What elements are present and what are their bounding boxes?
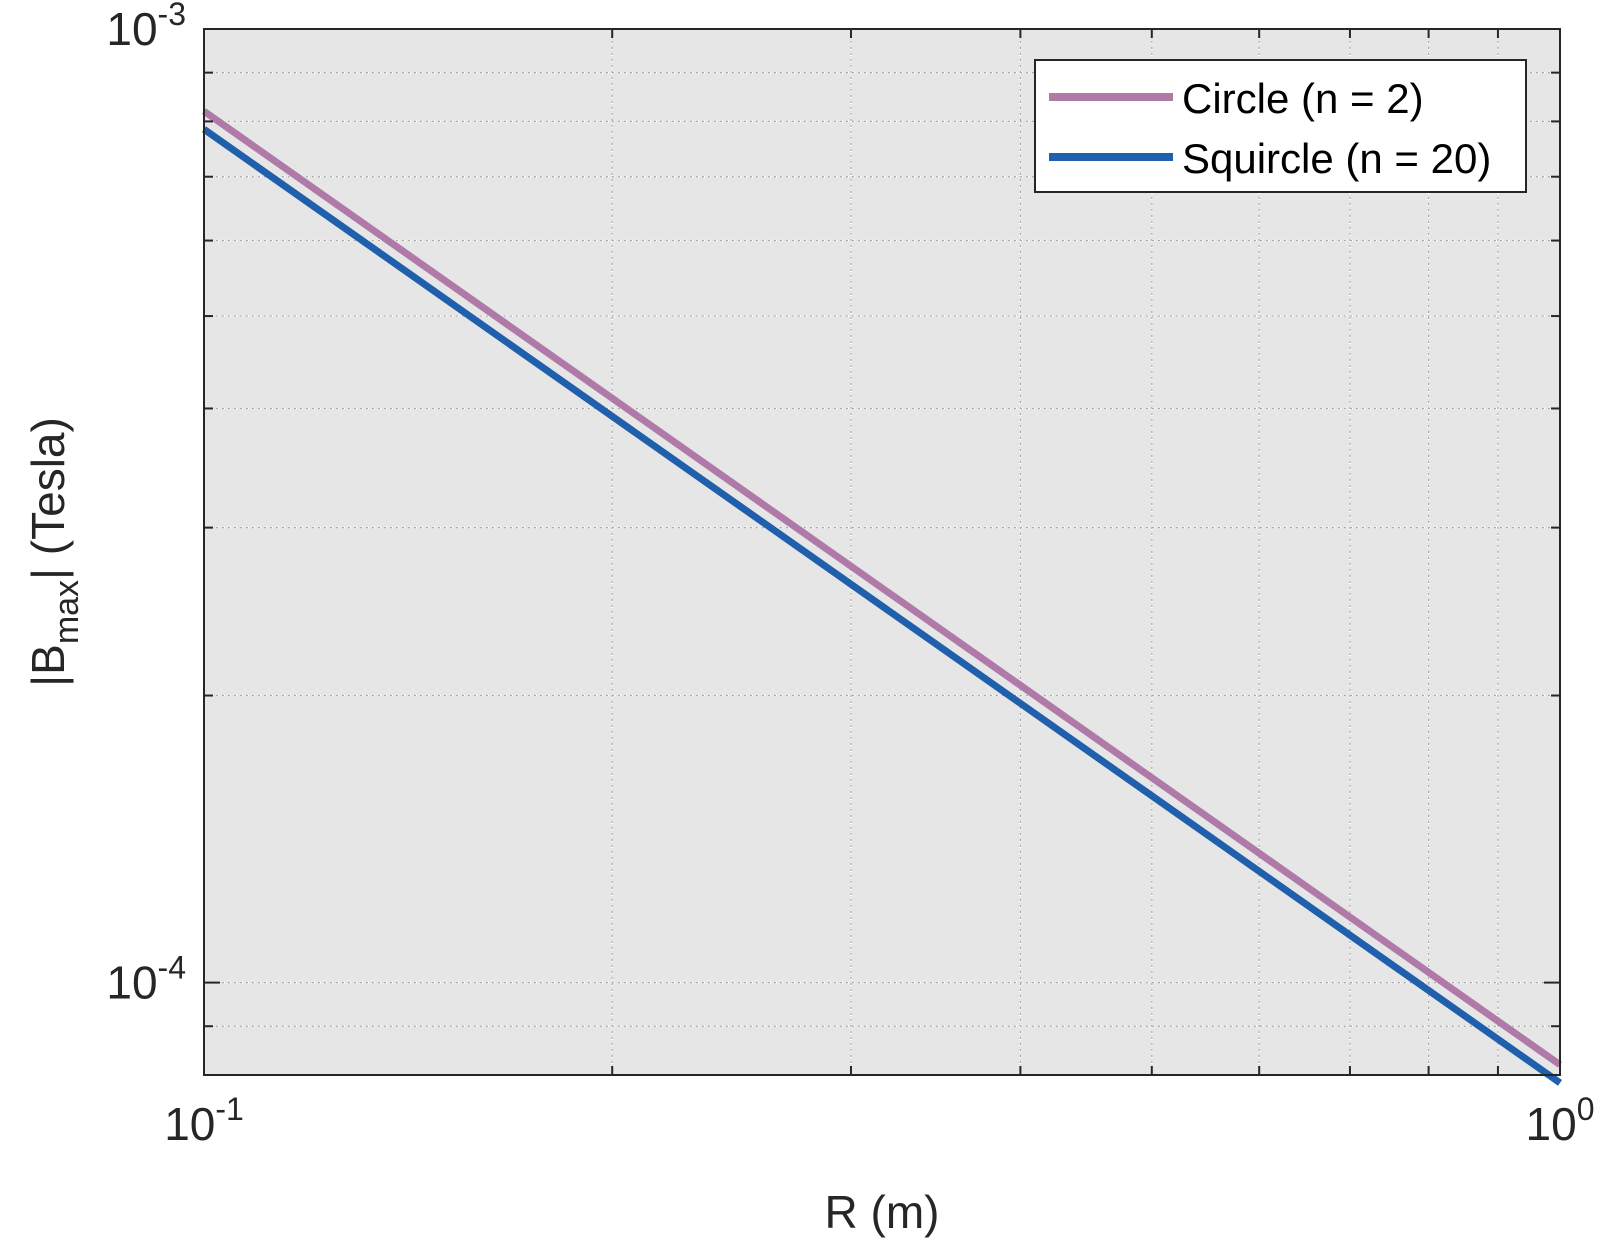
y-tick-label: 10-4	[106, 950, 186, 1009]
series-lines	[201, 108, 1563, 1086]
y-axis-label-main: |B	[22, 644, 74, 687]
series-line-1	[201, 126, 1563, 1086]
plot-background	[204, 29, 1560, 1075]
y-axis-label-suffix: | (Tesla)	[22, 417, 74, 580]
legend[interactable]: Circle (n = 2) Squircle (n = 20)	[1034, 59, 1527, 193]
y-tick-label: 10-3	[106, 0, 186, 55]
x-tick-label: 100	[1526, 1091, 1595, 1150]
series-line-0	[201, 108, 1563, 1068]
x-tick-label: 10-1	[164, 1091, 244, 1150]
x-axis-label: R (m)	[825, 1186, 940, 1238]
plot-frame	[203, 28, 1561, 1076]
y-ticks: 10-4 10-3	[106, 0, 1560, 1076]
x-ticks: 10-1 100	[164, 29, 1594, 1150]
y-axis-label-subscript: max	[48, 580, 86, 644]
legend-label-squircle: Squircle (n = 20)	[1182, 135, 1491, 182]
y-axis-label: |Bmax| (Tesla)	[22, 417, 86, 687]
legend-label-circle: Circle (n = 2)	[1182, 75, 1424, 122]
legend-box	[1034, 59, 1527, 193]
